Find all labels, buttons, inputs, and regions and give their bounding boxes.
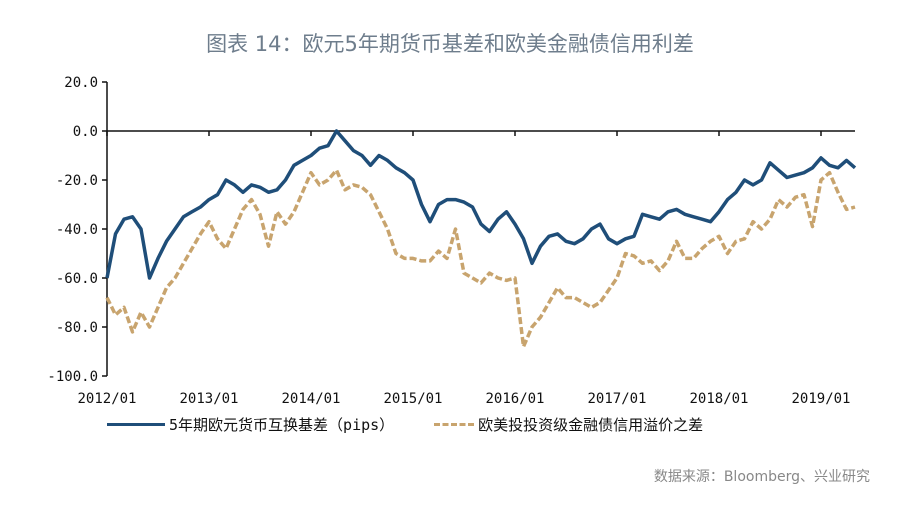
y-tick-label: -20.0 xyxy=(56,173,98,189)
legend-swatch-basis xyxy=(107,423,165,426)
x-tick-label: 2016/01 xyxy=(485,391,544,407)
source-note: 数据来源：Bloomberg、兴业研究 xyxy=(653,469,870,485)
x-tick-label: 2015/01 xyxy=(383,391,442,407)
x-tick-label: 2012/01 xyxy=(77,391,136,407)
x-tick-label: 2019/01 xyxy=(791,391,850,407)
legend-label-basis: 5年期欧元货币互换基差（pips） xyxy=(169,416,395,434)
y-tick-label: 0.0 xyxy=(73,124,98,140)
x-tick-label: 2014/01 xyxy=(281,391,340,407)
series-line-spread xyxy=(105,168,856,349)
x-tick-label: 2018/01 xyxy=(689,391,748,407)
chart-title: 图表 14：欧元5年期货币基差和欧美金融债信用利差 xyxy=(206,32,694,56)
y-tick-label: 20.0 xyxy=(64,75,98,91)
legend: 5年期欧元货币互换基差（pips） 欧美投投资级金融债信用溢价之差 xyxy=(107,414,703,435)
x-tick-label: 2013/01 xyxy=(179,391,238,407)
y-tick-label: -60.0 xyxy=(56,271,98,287)
y-tick-label: -80.0 xyxy=(56,320,98,336)
y-tick-label: -100.0 xyxy=(47,369,98,385)
x-tick-label: 2017/01 xyxy=(587,391,646,407)
series-line-basis xyxy=(105,129,857,280)
legend-label-spread: 欧美投投资级金融债信用溢价之差 xyxy=(478,416,704,434)
legend-swatch-spread xyxy=(434,423,475,426)
y-tick-label: -40.0 xyxy=(56,222,98,238)
